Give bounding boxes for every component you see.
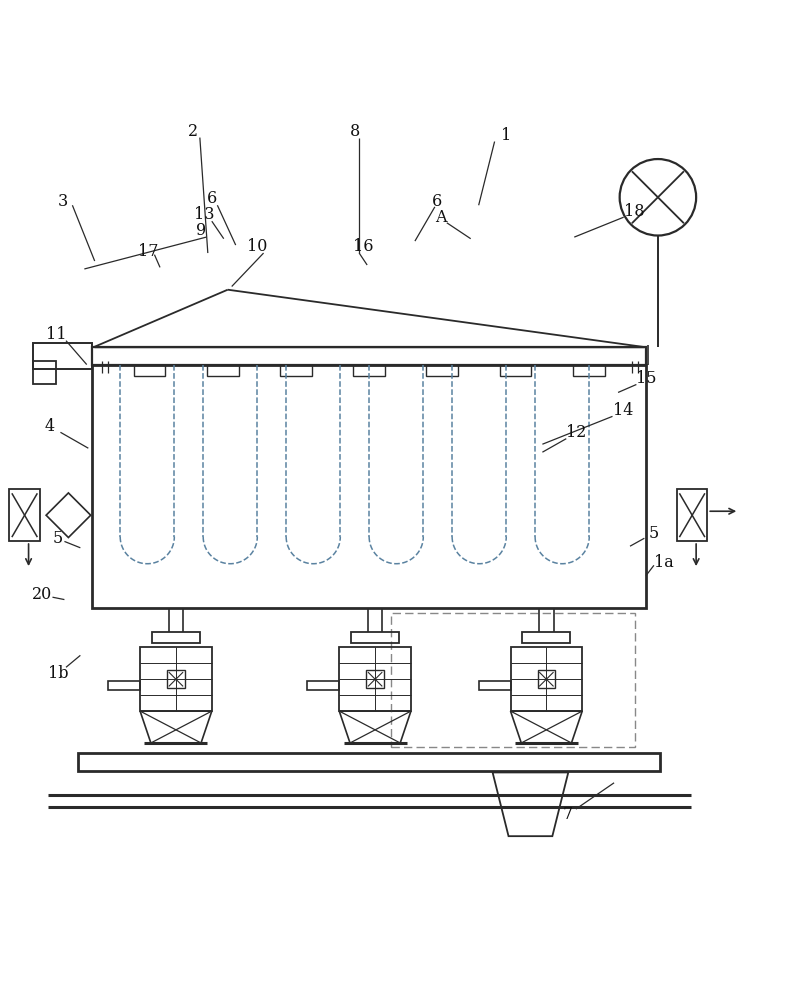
Bar	[366, 670, 384, 688]
Bar	[339, 647, 411, 711]
Text: 1b: 1b	[48, 665, 69, 682]
Bar	[168, 670, 184, 688]
Bar	[307, 681, 339, 690]
Bar	[280, 365, 312, 376]
Bar	[140, 647, 211, 711]
Bar	[78, 753, 660, 771]
Bar	[426, 365, 458, 376]
Text: 1a: 1a	[654, 554, 674, 571]
Bar	[93, 365, 646, 608]
Text: 8: 8	[350, 123, 361, 140]
Text: 12: 12	[566, 424, 586, 441]
Text: 6: 6	[432, 193, 442, 210]
Bar	[10, 489, 40, 541]
Text: A: A	[435, 209, 446, 226]
Bar	[523, 632, 571, 643]
Bar	[677, 489, 707, 541]
Bar	[354, 365, 385, 376]
Bar	[479, 681, 511, 690]
Text: 7: 7	[563, 806, 573, 823]
Bar	[351, 632, 399, 643]
Text: 4: 4	[45, 418, 55, 435]
Text: 9: 9	[196, 222, 207, 239]
Text: 3: 3	[57, 193, 68, 210]
Text: 11: 11	[46, 326, 67, 343]
Text: 10: 10	[247, 238, 267, 255]
Bar	[93, 347, 646, 365]
Bar	[33, 361, 57, 384]
Bar	[391, 613, 635, 747]
Bar	[152, 632, 200, 643]
Bar	[500, 365, 531, 376]
Text: 5: 5	[649, 525, 659, 542]
Text: 6: 6	[207, 190, 217, 207]
Text: 15: 15	[636, 370, 656, 387]
Bar	[109, 681, 140, 690]
Bar	[133, 365, 165, 376]
Bar	[511, 647, 583, 711]
Text: 16: 16	[353, 238, 373, 255]
Text: 20: 20	[32, 586, 52, 603]
Text: 17: 17	[138, 243, 158, 260]
Text: 1: 1	[501, 127, 512, 144]
Text: 18: 18	[624, 203, 644, 220]
Bar	[207, 365, 239, 376]
Bar	[538, 670, 555, 688]
Text: 14: 14	[614, 402, 634, 419]
Bar	[33, 343, 93, 369]
Text: 5: 5	[53, 530, 63, 547]
Text: 13: 13	[194, 206, 214, 223]
Text: 2: 2	[188, 123, 199, 140]
Bar	[573, 365, 605, 376]
